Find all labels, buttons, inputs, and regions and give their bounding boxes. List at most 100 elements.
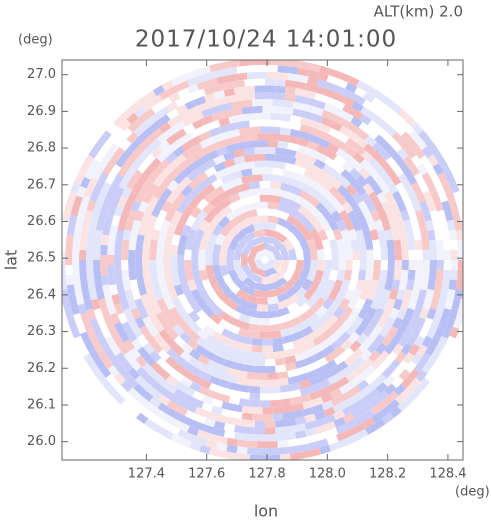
echo-cell [279,313,292,324]
echo-cell [419,155,431,168]
echo-cell [277,447,289,455]
y-tick-label: 26.5 [27,251,56,266]
echo-cell [164,298,175,311]
echo-cell [415,191,426,203]
echo-cell [398,229,408,241]
echo-cell [367,341,379,354]
echo-cell [104,317,115,329]
echo-cell [199,371,212,382]
echo-cell [206,359,219,371]
echo-cell [344,288,355,301]
echo-cell [105,335,116,348]
echo-cell [144,333,157,346]
echo-cell [343,269,353,281]
echo-cell [294,88,307,97]
echo-cell [175,412,188,424]
echo-cell [277,371,289,380]
echo-cell [265,352,276,360]
echo-cell [292,409,304,419]
echo-cell [165,133,179,146]
echo-cell [150,361,163,374]
echo-cell [213,154,226,165]
echo-cell [218,393,231,403]
echo-cell [158,178,171,192]
echo-cell [270,392,281,401]
echo-cell [429,335,441,348]
echo-cell [289,128,302,138]
echo-cell [115,279,125,291]
echo-cell [62,279,68,290]
echo-cell [242,277,256,289]
echo-cell [288,260,297,272]
echo-cell [203,191,217,204]
echo-cell [356,332,369,345]
echo-cell [270,323,282,332]
echo-cell [248,181,260,190]
echo-cell [228,128,241,138]
echo-cell [272,344,284,353]
echo-cell [409,377,422,390]
echo-cell [377,209,389,222]
echo-cell [147,312,159,325]
echo-cell [365,423,378,435]
echo-cell [290,237,303,251]
echo-cell [189,68,202,79]
echo-cell [299,117,312,127]
echo-cell [83,209,93,222]
echo-cell [252,289,265,298]
echo-cell [262,167,274,175]
echo-cell [252,242,265,253]
echo-cell [345,249,353,260]
echo-cell [378,111,391,123]
echo-cell [243,154,255,163]
echo-cell [299,238,310,251]
echo-cell [203,92,216,103]
echo-cell [246,140,258,149]
echo-cell [251,167,263,175]
echo-cell [349,306,362,320]
echo-cell [344,219,355,232]
echo-cell [168,417,181,428]
echo-cell [385,210,396,222]
echo-cell [212,243,222,256]
echo-cell [400,316,411,329]
echo-cell [219,224,232,237]
echo-cell [137,224,147,236]
echo-cell [112,381,125,394]
echo-cell [313,350,327,362]
echo-cell [203,424,216,435]
echo-cell [214,340,227,351]
echo-cell [284,355,297,365]
echo-cell [194,406,207,417]
echo-cell [389,406,402,418]
echo-cell [331,297,343,310]
echo-cell [126,131,139,144]
echo-cell [156,357,169,370]
echo-cell [393,209,403,222]
echo-cell [102,224,111,236]
echo-cell [259,455,271,460]
echo-cell [309,447,322,457]
y-tick-label: 27.0 [27,67,56,82]
echo-cell [387,181,399,194]
echo-cell [248,330,260,339]
echo-cell [284,418,296,427]
echo-cell [221,102,233,112]
echo-cell [156,131,170,144]
echo-cell [435,353,447,366]
echo-cell [312,287,324,301]
echo-cell [351,101,364,113]
echo-cell [262,99,273,106]
echo-cell [119,119,132,132]
echo-cell [458,210,463,222]
echo-cell [171,274,181,287]
echo-cell [170,433,183,445]
echo-cell [257,71,268,79]
echo-cell [371,183,383,196]
echo-cell [93,269,102,281]
echo-cell [338,176,351,189]
echo-cell [396,360,409,373]
echo-cell [236,446,248,455]
echo-cell [262,407,273,415]
